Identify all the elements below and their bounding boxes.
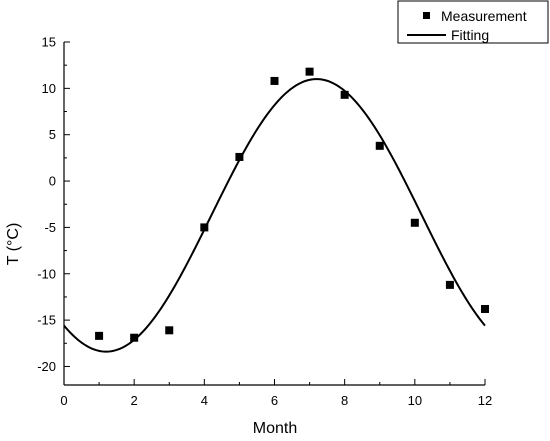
- x-tick-label: 4: [201, 393, 208, 408]
- y-tick-label: 0: [49, 174, 56, 189]
- legend-marker-measurement: [423, 12, 430, 19]
- measurement-point: [235, 152, 244, 161]
- tick-labels-layer: 0 2 4 6 8 10 12 -20 -15 -10 -5 0 5 10 15: [37, 35, 492, 409]
- measurement-point: [305, 67, 314, 76]
- fitting-curve-layer: [63, 78, 486, 353]
- x-tick-label: 6: [271, 393, 278, 408]
- measurement-point: [375, 141, 384, 150]
- legend-label-fitting: Fitting: [451, 27, 489, 43]
- measurement-point: [130, 333, 139, 342]
- x-axis-label: Month: [253, 420, 297, 437]
- fitting-curve: [63, 78, 486, 353]
- x-tick-label: 0: [60, 393, 67, 408]
- measurement-point: [200, 223, 209, 232]
- measurement-point: [481, 304, 489, 313]
- x-tick-label: 2: [131, 393, 138, 408]
- measurement-point: [270, 76, 279, 85]
- axes: [63, 41, 486, 386]
- y-tick-label: 15: [42, 35, 56, 50]
- x-tick-label: 12: [478, 393, 492, 408]
- legend: Measurement Fitting: [397, 0, 549, 44]
- y-tick-label: -20: [37, 359, 56, 374]
- measurement-point: [340, 90, 349, 99]
- y-tick-label: -5: [44, 220, 56, 235]
- measurement-point: [165, 326, 174, 335]
- y-axis-label: T (°C): [5, 223, 22, 266]
- measurement-point: [95, 331, 104, 340]
- y-tick-label: -15: [37, 313, 56, 328]
- measurement-points-layer: [95, 67, 489, 342]
- measurement-point: [410, 218, 419, 227]
- y-tick-label: 10: [42, 81, 56, 96]
- y-tick-label: 5: [49, 127, 56, 142]
- legend-label-measurement: Measurement: [441, 8, 527, 24]
- x-tick-label: 8: [341, 393, 348, 408]
- y-tick-label: -10: [37, 266, 56, 281]
- measurement-point: [445, 280, 454, 289]
- x-tick-label: 10: [408, 393, 422, 408]
